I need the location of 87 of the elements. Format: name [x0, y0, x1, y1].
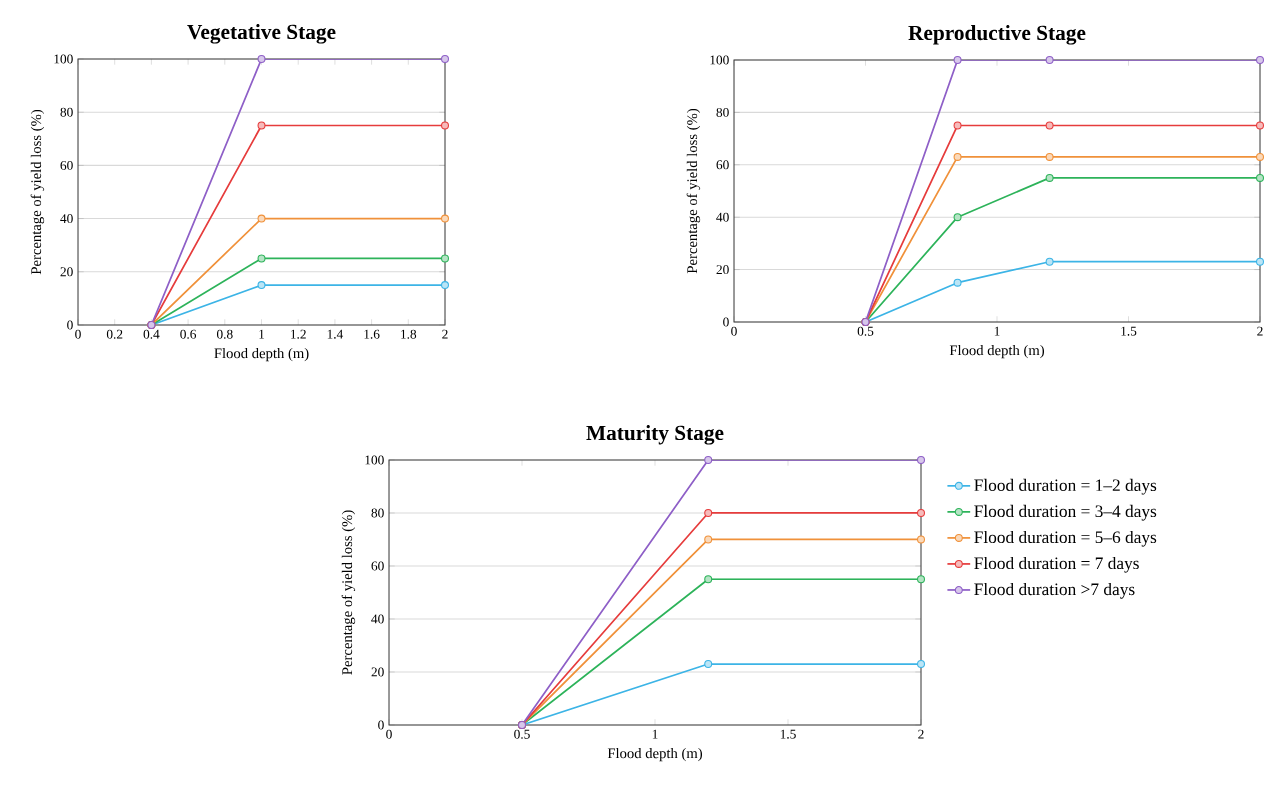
- point: [441, 54, 450, 63]
- x-tick-label: 1: [994, 326, 1000, 336]
- point: [917, 575, 926, 584]
- point: [704, 455, 713, 464]
- x-tick-label: 1.5: [1121, 326, 1137, 336]
- y-tick-label: 80: [716, 107, 729, 117]
- y-tick-label: 20: [716, 265, 729, 275]
- y-tick-label: 40: [371, 614, 384, 624]
- x-tick-label: 2: [1257, 326, 1263, 336]
- y-tick-label: 100: [710, 55, 729, 65]
- y-axis-title: Percentage of yield loss (%): [30, 109, 45, 275]
- point: [1045, 173, 1054, 182]
- point: [1256, 173, 1265, 182]
- x-tick-label: 1.6: [364, 329, 380, 339]
- legend-label: Flood duration = 5–6 days: [974, 530, 1157, 547]
- point: [917, 508, 926, 517]
- x-tick-label: 0.5: [514, 729, 530, 739]
- point: [257, 121, 266, 130]
- point: [1045, 152, 1054, 161]
- y-axis-title: Percentage of yield loss (%): [341, 510, 356, 675]
- point: [953, 121, 962, 130]
- x-axis-title: Flood depth (m): [214, 347, 309, 362]
- point: [441, 281, 450, 290]
- point: [704, 575, 713, 584]
- point: [1045, 257, 1054, 266]
- point: [257, 214, 266, 223]
- point: [257, 281, 266, 290]
- x-tick-label: 0.6: [180, 329, 197, 339]
- y-tick-label: 0: [723, 317, 729, 327]
- legend-label: Flood duration = 1–2 days: [974, 478, 1157, 495]
- x-tick-label: 1.5: [780, 729, 796, 739]
- x-tick-label: 0: [731, 326, 737, 336]
- point: [953, 278, 962, 287]
- point: [1045, 55, 1054, 64]
- x-tick-label: 1.4: [327, 329, 344, 339]
- x-tick-label: 0.5: [857, 326, 874, 336]
- x-tick-label: 2: [918, 729, 924, 739]
- legend-label: Flood duration >7 days: [974, 582, 1135, 599]
- point: [917, 455, 926, 464]
- x-tick-label: 1: [259, 329, 265, 339]
- legend-label: Flood duration = 3–4 days: [974, 504, 1157, 521]
- point: [441, 214, 450, 223]
- x-tick-label: 0.4: [143, 329, 160, 339]
- point: [257, 254, 266, 263]
- x-tick-label: 0: [386, 729, 392, 739]
- x-tick-label: 2: [442, 329, 448, 339]
- y-tick-label: 60: [716, 160, 729, 170]
- x-tick-label: 0.8: [216, 329, 233, 339]
- point: [257, 54, 266, 63]
- point: [953, 213, 962, 222]
- point: [1045, 121, 1054, 130]
- y-tick-label: 20: [60, 267, 73, 277]
- chart-title: Vegetative Stage: [187, 24, 336, 44]
- chart-title: Reproductive Stage: [908, 25, 1086, 45]
- point: [704, 660, 713, 669]
- point: [704, 535, 713, 544]
- point: [1256, 152, 1265, 161]
- point: [917, 660, 926, 669]
- x-tick-label: 1.8: [401, 329, 417, 339]
- y-tick-label: 40: [60, 214, 73, 224]
- point: [917, 535, 926, 544]
- point: [953, 152, 962, 161]
- y-tick-label: 100: [365, 455, 384, 465]
- x-axis-title: Flood depth (m): [949, 344, 1045, 359]
- x-tick-label: 0: [75, 329, 81, 339]
- point: [1256, 257, 1265, 266]
- point: [953, 55, 962, 64]
- point: [704, 508, 713, 517]
- point: [441, 254, 450, 263]
- chart-title: Maturity Stage: [586, 425, 724, 445]
- x-tick-label: 0.2: [106, 329, 123, 339]
- y-tick-label: 20: [371, 667, 384, 677]
- y-tick-label: 80: [371, 508, 384, 518]
- x-tick-label: 1: [652, 729, 658, 739]
- point: [441, 121, 450, 130]
- x-axis-title: Flood depth (m): [607, 747, 703, 762]
- legend-label: Flood duration = 7 days: [974, 556, 1139, 573]
- y-tick-label: 60: [371, 561, 384, 571]
- y-tick-label: 80: [60, 107, 73, 117]
- y-tick-label: 60: [60, 160, 73, 170]
- point: [1256, 121, 1265, 130]
- y-tick-label: 100: [54, 54, 73, 64]
- point: [1256, 55, 1265, 64]
- y-tick-label: 0: [378, 720, 384, 730]
- y-tick-label: 40: [716, 212, 729, 222]
- x-tick-label: 1.2: [291, 329, 306, 339]
- y-axis-title: Percentage of yield loss (%): [686, 108, 701, 274]
